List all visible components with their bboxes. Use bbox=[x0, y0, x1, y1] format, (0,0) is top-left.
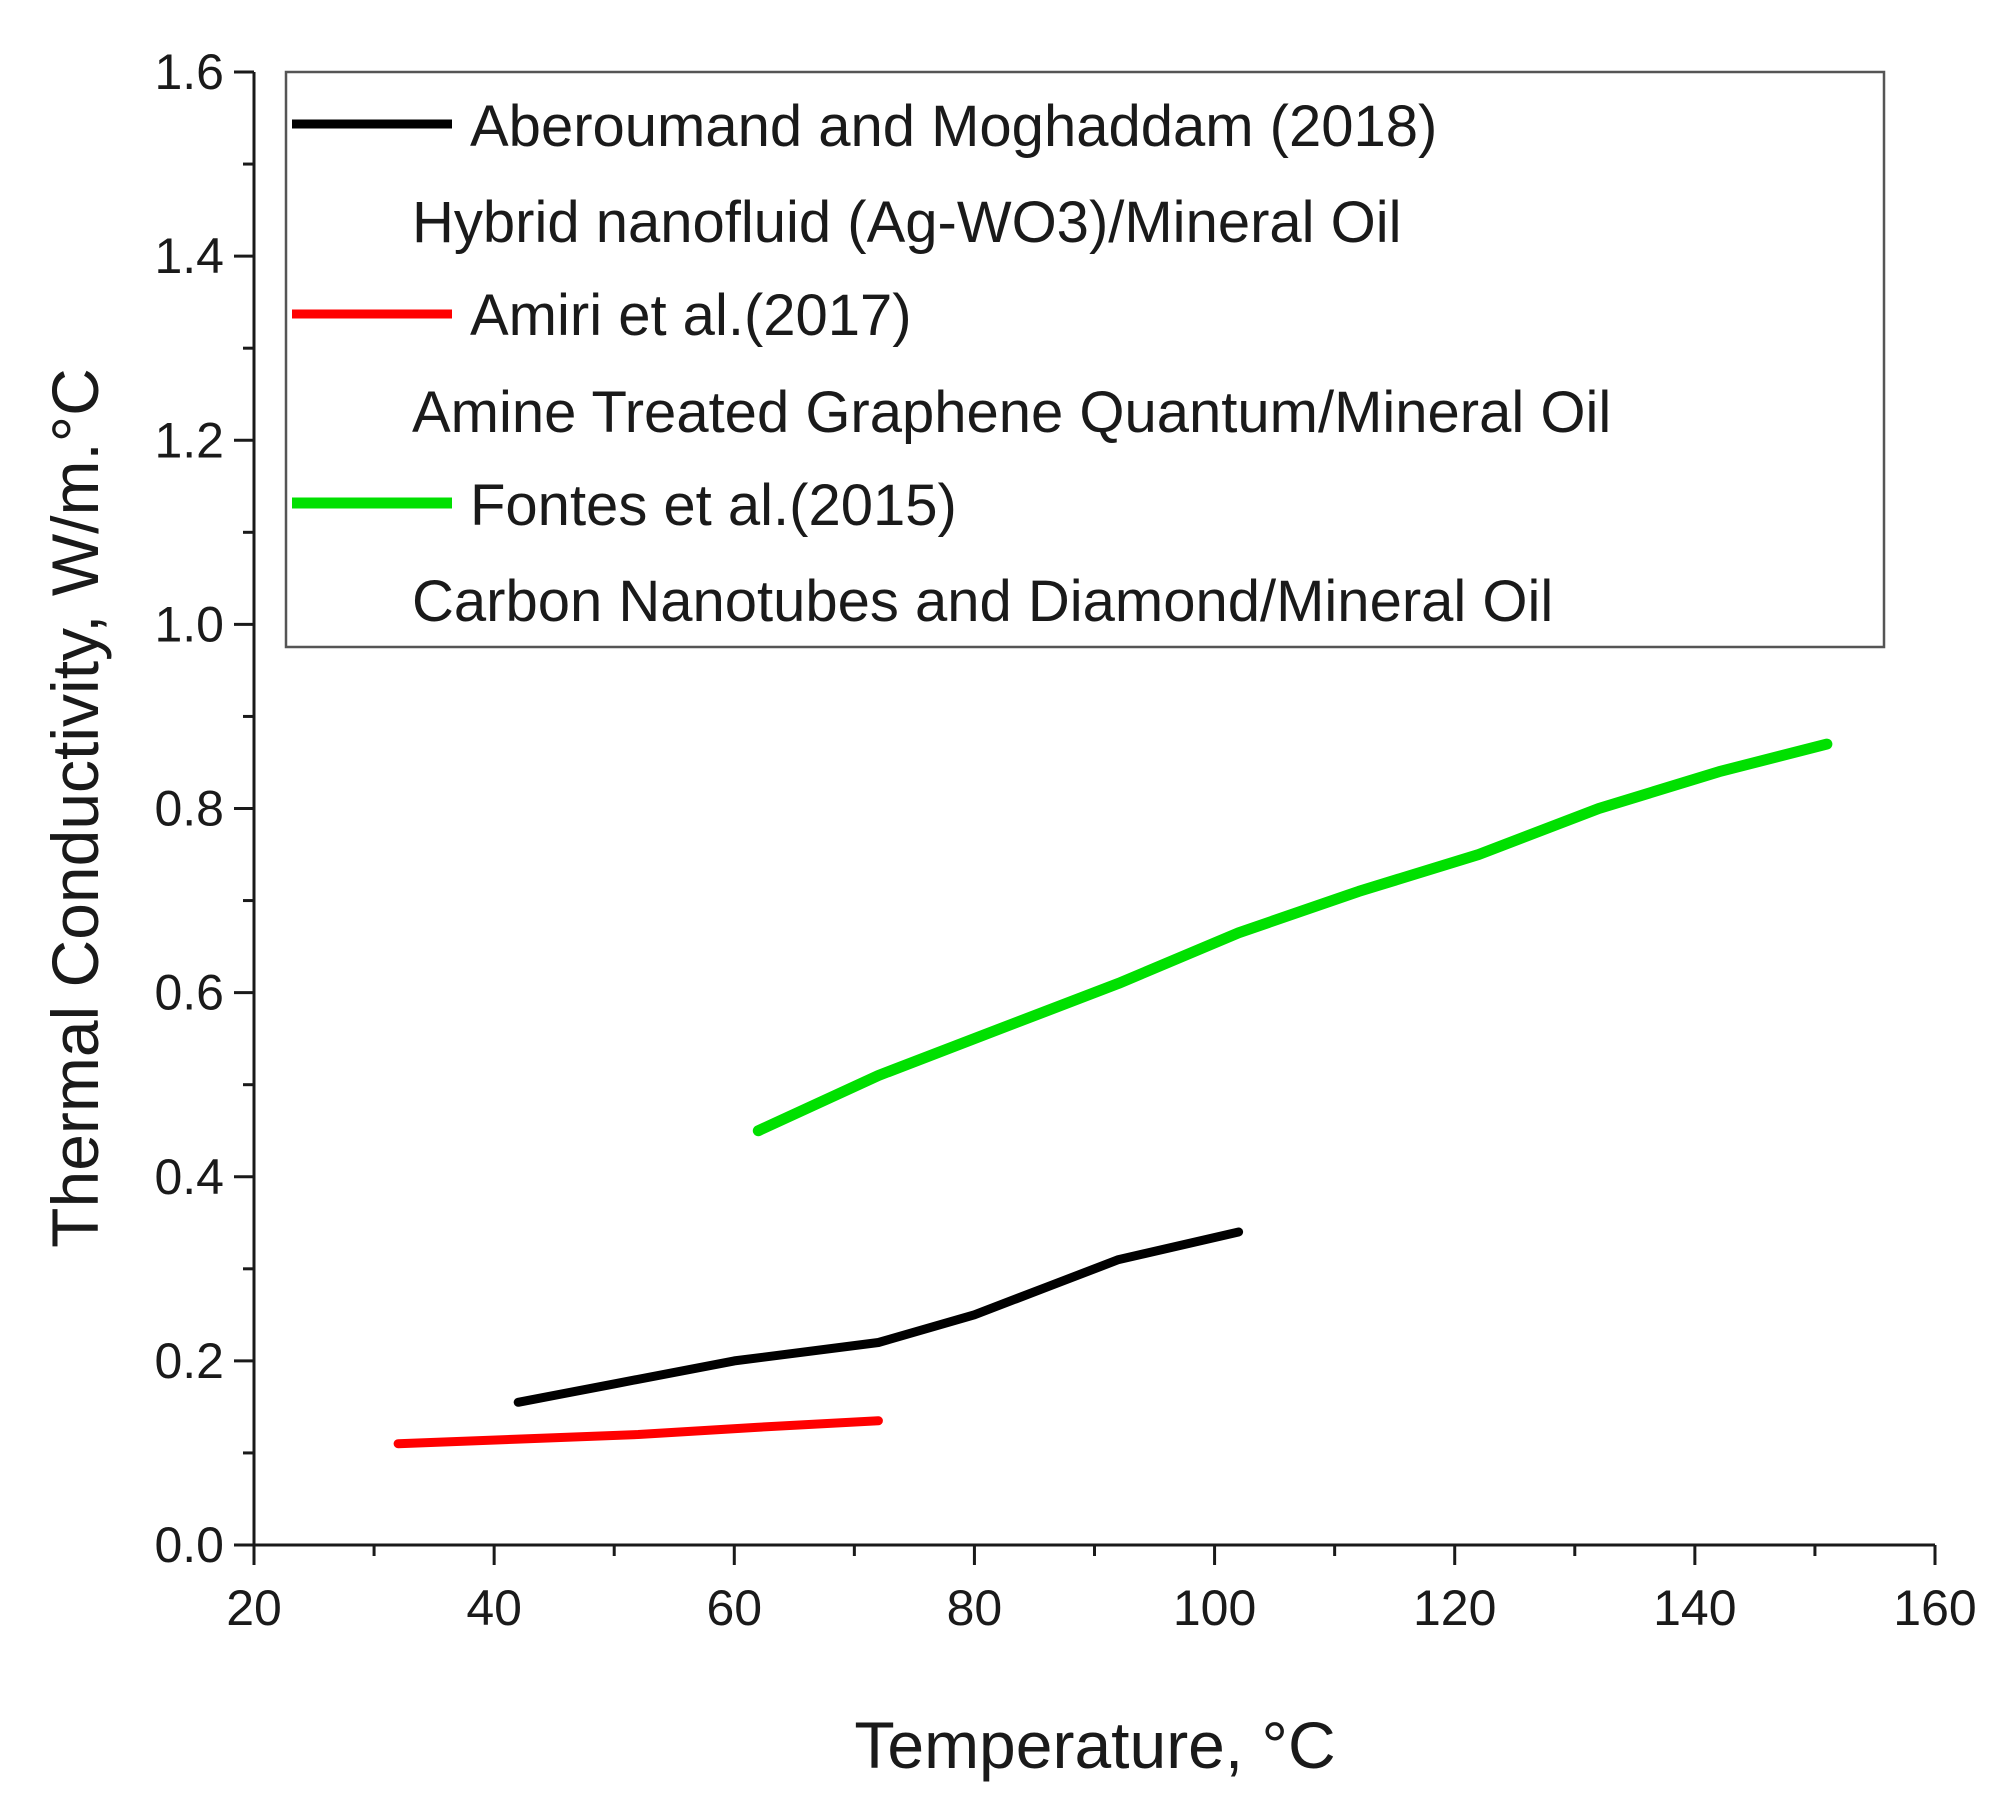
x-tick-label: 120 bbox=[1413, 1580, 1496, 1636]
y-tick-label: 1.2 bbox=[154, 412, 224, 468]
x-tick-label: 160 bbox=[1893, 1580, 1976, 1636]
legend-description-amiri: Amine Treated Graphene Quantum/Mineral O… bbox=[412, 380, 1611, 445]
legend-label-fontes: Fontes et al.(2015) bbox=[470, 473, 957, 538]
x-axis-title: Temperature, °C bbox=[854, 1708, 1335, 1782]
y-tick-label: 0.0 bbox=[154, 1517, 224, 1573]
y-tick-label: 1.6 bbox=[154, 44, 224, 100]
y-axis-title: Thermal Conductivity, W/m.°C bbox=[38, 368, 112, 1248]
axis-ticks: 20 40 60 80 100 120 140 160 0.0 0.2 0.4 0.6 0.8 1.0 1.… bbox=[154, 44, 1976, 1636]
y-tick-label: 0.6 bbox=[154, 965, 224, 1021]
y-tick-label: 1.4 bbox=[154, 228, 224, 284]
data-series bbox=[393, 738, 1833, 1449]
series-line-amiri bbox=[393, 1416, 883, 1449]
y-tick-label: 0.2 bbox=[154, 1333, 224, 1389]
series-line-fontes bbox=[752, 738, 1833, 1137]
x-tick-label: 140 bbox=[1653, 1580, 1736, 1636]
legend-description-fontes: Carbon Nanotubes and Diamond/Mineral Oil bbox=[412, 569, 1553, 634]
series-line-aberoumand bbox=[513, 1227, 1244, 1407]
y-tick-label: 0.4 bbox=[154, 1149, 224, 1205]
x-tick-label: 60 bbox=[706, 1580, 762, 1636]
y-tick-label: 0.8 bbox=[154, 781, 224, 837]
legend-box bbox=[284, 70, 1886, 649]
legend-description-aberoumand: Hybrid nanofluid (Ag-WO3)/Mineral Oil bbox=[412, 190, 1402, 255]
x-tick-label: 20 bbox=[226, 1580, 282, 1636]
legend-label-amiri: Amiri et al.(2017) bbox=[470, 283, 912, 348]
legend-label-aberoumand: Aberoumand and Moghaddam (2018) bbox=[470, 94, 1437, 159]
x-tick-label: 100 bbox=[1173, 1580, 1256, 1636]
x-tick-label: 80 bbox=[947, 1580, 1003, 1636]
y-tick-label: 1.0 bbox=[154, 596, 224, 652]
x-tick-label: 40 bbox=[466, 1580, 522, 1636]
legend: Aberoumand and Moghaddam (2018) Hybrid n… bbox=[284, 70, 1886, 649]
